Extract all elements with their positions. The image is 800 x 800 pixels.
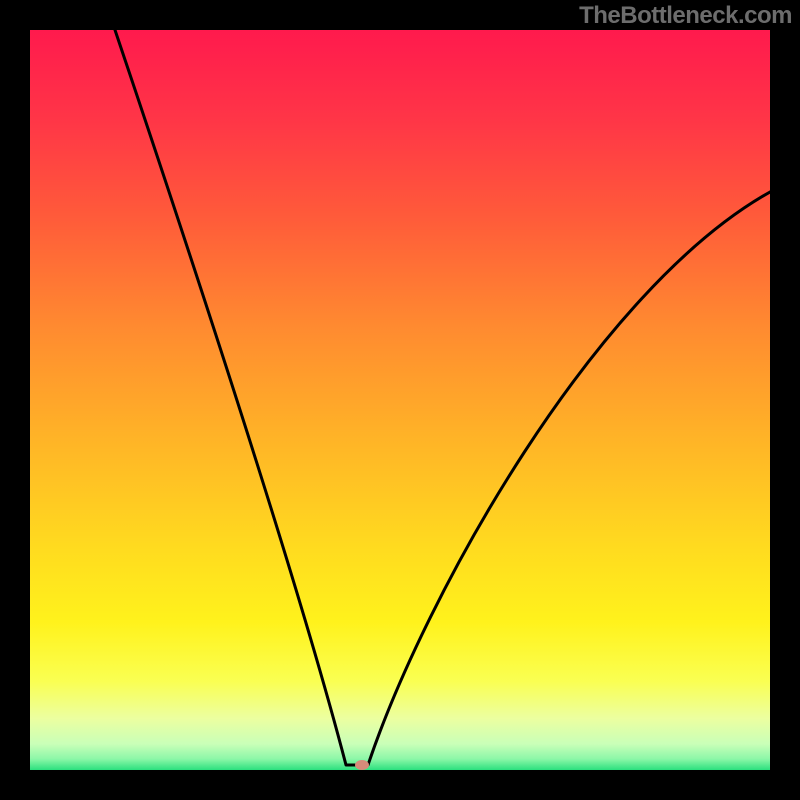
optimum-marker <box>355 760 369 770</box>
watermark-text: TheBottleneck.com <box>579 2 792 30</box>
chart-background <box>30 30 770 770</box>
chart-container: TheBottleneck.com <box>0 0 800 800</box>
bottleneck-chart <box>30 30 770 770</box>
chart-svg <box>30 30 770 770</box>
